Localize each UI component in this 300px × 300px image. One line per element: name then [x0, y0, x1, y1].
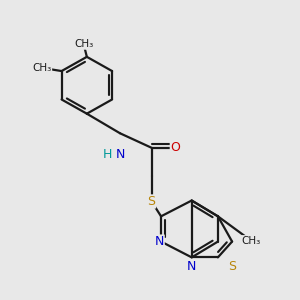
Text: S: S: [148, 195, 156, 208]
Text: N: N: [155, 235, 164, 248]
Text: CH₃: CH₃: [74, 39, 93, 49]
Text: O: O: [170, 141, 180, 154]
Text: CH₃: CH₃: [32, 63, 52, 73]
Text: N: N: [187, 260, 196, 273]
Text: N: N: [115, 148, 125, 160]
Text: CH₃: CH₃: [242, 236, 261, 246]
Text: S: S: [228, 260, 236, 273]
Text: H: H: [103, 148, 112, 160]
